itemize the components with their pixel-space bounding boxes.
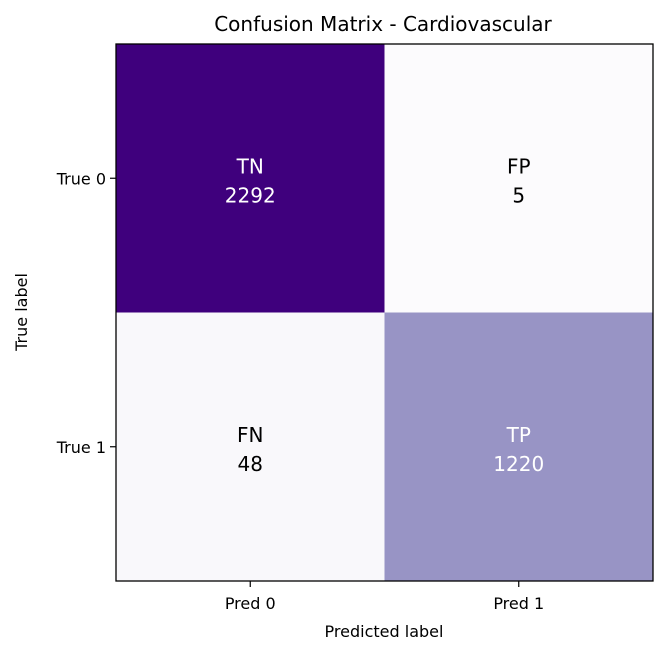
cell-tp-label: TP bbox=[506, 423, 531, 447]
y-tick-label: True 0 bbox=[56, 169, 106, 188]
cell-tn-value: 2292 bbox=[225, 183, 276, 207]
cell-fp bbox=[384, 44, 653, 313]
cell-tn bbox=[116, 44, 385, 313]
cell-fp-value: 5 bbox=[512, 183, 525, 207]
cell-fn-label: FN bbox=[237, 423, 263, 447]
x-axis-label: Predicted label bbox=[325, 622, 444, 641]
x-tick-label: Pred 1 bbox=[493, 594, 544, 613]
y-axis-label: True label bbox=[12, 273, 31, 352]
y-tick-label: True 1 bbox=[56, 438, 106, 457]
cell-tn-label: TN bbox=[236, 154, 264, 178]
cell-tp-value: 1220 bbox=[493, 452, 544, 476]
y-ticks: True 0 True 1 bbox=[56, 169, 116, 457]
cell-fp-label: FP bbox=[507, 154, 531, 178]
plot-frame bbox=[115, 43, 654, 582]
x-tick-label: Pred 0 bbox=[225, 594, 276, 613]
cells-layer: TN 2292 FP 5 FN 48 TP 1220 bbox=[116, 44, 653, 581]
chart-title: Confusion Matrix - Cardiovascular bbox=[214, 12, 552, 36]
x-ticks: Pred 0 Pred 1 bbox=[225, 581, 544, 613]
cell-fn-value: 48 bbox=[238, 452, 263, 476]
cell-tp bbox=[384, 312, 653, 581]
cell-fn bbox=[116, 312, 385, 581]
